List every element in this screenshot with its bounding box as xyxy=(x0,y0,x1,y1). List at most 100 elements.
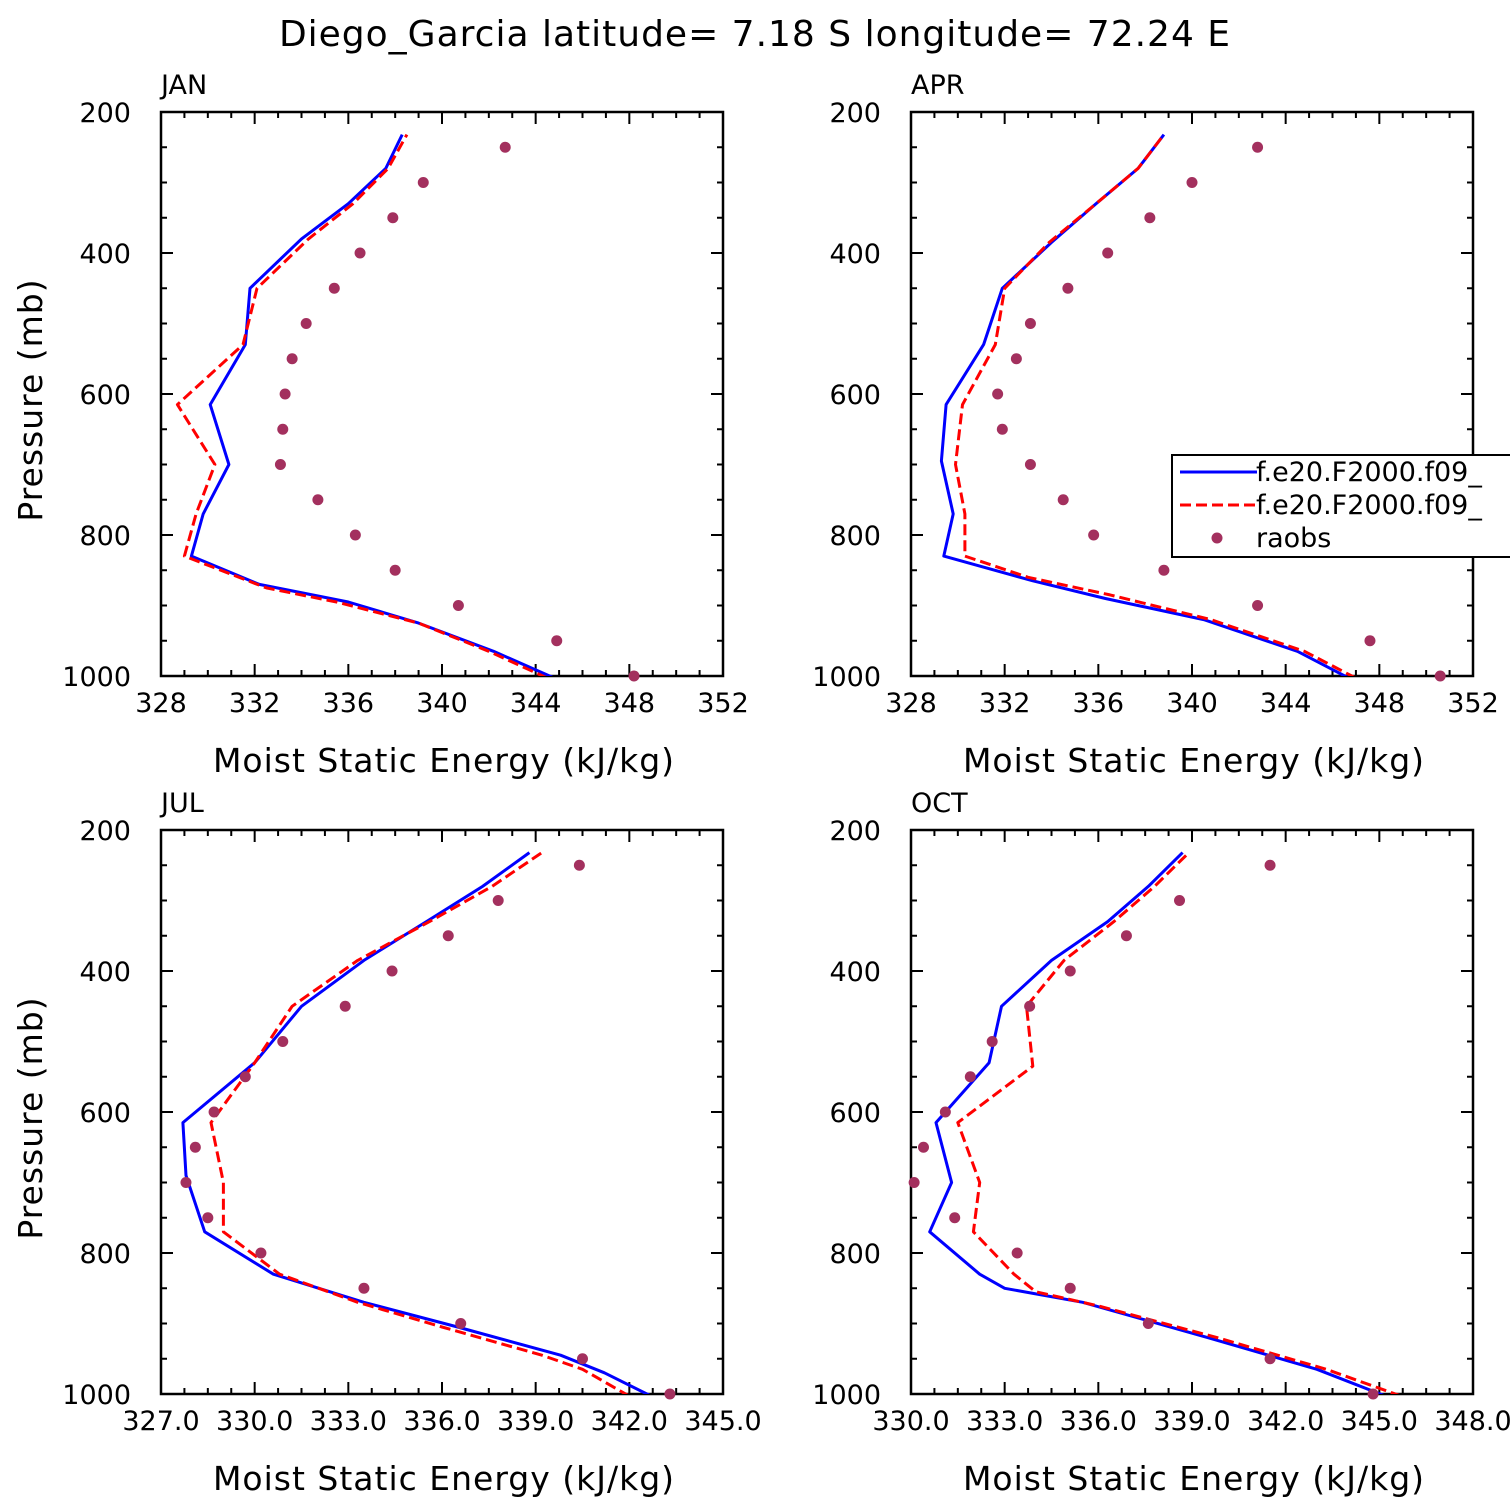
plot-frame xyxy=(909,828,1475,1396)
x-axis-label: Moist Static Energy (kJ/kg) xyxy=(213,741,675,780)
panel-jul: 327.0 330.0 333.0 336.0 339.0 342.0 345.0 200 40… xyxy=(11,788,762,1498)
x-tick-label: 340 xyxy=(416,688,468,719)
raobs-point xyxy=(417,177,429,188)
raobs-point xyxy=(1120,930,1132,942)
raobs-point xyxy=(312,494,324,506)
series-line-dashed xyxy=(175,133,547,676)
raobs-point xyxy=(992,388,1004,400)
raobs-point xyxy=(274,459,286,470)
x-axis-label: Moist Static Energy (kJ/kg) xyxy=(963,1459,1425,1498)
raobs-point xyxy=(964,1071,976,1083)
y-tick-label: 800 xyxy=(829,521,881,552)
raobs-point xyxy=(1024,318,1036,329)
y-tick-label: 400 xyxy=(829,239,881,270)
raobs-point xyxy=(189,1141,201,1153)
raobs-point xyxy=(1186,177,1198,188)
x-tick-label: 333.0 xyxy=(310,1406,387,1437)
raobs-point xyxy=(1264,1353,1276,1365)
y-tick-label: 600 xyxy=(79,380,131,411)
y-tick-label: 200 xyxy=(79,816,131,847)
raobs-point xyxy=(1144,212,1156,224)
raobs-point xyxy=(551,635,563,647)
x-tick-label: 344 xyxy=(1260,688,1312,719)
x-axis-label: Moist Static Energy (kJ/kg) xyxy=(213,1459,675,1498)
raobs-point xyxy=(917,1141,929,1153)
y-tick-label: 400 xyxy=(79,957,131,988)
raobs-point xyxy=(1174,895,1186,906)
x-tick-label: 332 xyxy=(979,688,1031,719)
y-tick-label: 200 xyxy=(829,816,881,847)
x-tick-label: 336.0 xyxy=(1060,1406,1137,1437)
legend-entry-label: f.e20.F2000.f09_ xyxy=(1256,457,1482,488)
raobs-point xyxy=(1062,282,1074,294)
raobs-point xyxy=(354,247,366,259)
panel-month-label: APR xyxy=(911,70,965,101)
x-tick-label: 332 xyxy=(229,688,281,719)
x-tick-label: 352 xyxy=(697,688,749,719)
y-tick-label: 600 xyxy=(829,1098,881,1129)
series-line-dashed xyxy=(956,851,1400,1394)
y-tick-label: 800 xyxy=(79,1239,131,1270)
x-tick-label: 336 xyxy=(323,688,375,719)
x-tick-label: 330.0 xyxy=(872,1406,949,1437)
raobs-point xyxy=(1024,1000,1036,1012)
panel-apr: 328 332 336 340 344 348 352 200 400 600 800 1000 APR… xyxy=(812,70,1498,780)
y-tick-label: 200 xyxy=(79,98,131,129)
raobs-point xyxy=(202,1212,214,1224)
raobs-point xyxy=(986,1036,998,1047)
raobs-point xyxy=(455,1318,467,1329)
raobs-point xyxy=(1434,670,1446,682)
raobs-point xyxy=(279,388,291,400)
raobs-point xyxy=(328,282,340,294)
raobs-point xyxy=(1142,1318,1154,1329)
legend-entry-label: f.e20.F2000.f09_ xyxy=(1256,490,1482,521)
plot-frame xyxy=(159,110,725,678)
x-tick-label: 330.0 xyxy=(216,1406,293,1437)
raobs-point xyxy=(1102,247,1114,259)
y-tick-label: 1000 xyxy=(62,662,131,693)
raobs-point xyxy=(180,1177,192,1188)
raobs-point xyxy=(1158,564,1170,576)
y-tick-label: 1000 xyxy=(62,1380,131,1411)
x-tick-label: 328 xyxy=(135,688,187,719)
panels: 328 332 336 340 344 348 352 200 400 600 800 1000 JAN… xyxy=(11,70,1510,1498)
raobs-point xyxy=(577,1353,588,1365)
y-tick-label: 200 xyxy=(829,98,881,129)
y-tick-label: 400 xyxy=(79,239,131,270)
legend: f.e20.F2000.f09_f.e20.F2000.f09_raobs xyxy=(1171,454,1510,558)
raobs-point xyxy=(358,1282,370,1294)
x-tick-label: 333.0 xyxy=(966,1406,1043,1437)
raobs-point xyxy=(286,353,298,365)
raobs-point xyxy=(277,423,289,435)
raobs-point xyxy=(939,1106,951,1118)
raobs-point xyxy=(277,1036,289,1047)
figure-title: Diego_Garcia latitude= 7.18 S longitude=… xyxy=(279,14,1231,55)
x-tick-label: 348 xyxy=(604,688,656,719)
panel-month-label: OCT xyxy=(911,788,968,819)
legend-entry-label: raobs xyxy=(1256,523,1331,554)
raobs-point xyxy=(1367,1388,1379,1400)
panel-month-label: JUL xyxy=(159,788,204,819)
raobs-point xyxy=(996,423,1008,435)
raobs-point xyxy=(499,141,511,153)
raobs-point xyxy=(389,564,401,576)
y-tick-label: 400 xyxy=(829,957,881,988)
series-line-dashed xyxy=(954,133,1356,676)
raobs-point xyxy=(573,859,585,871)
series-line-dashed xyxy=(209,851,629,1394)
raobs-point xyxy=(300,318,312,329)
y-tick-label: 600 xyxy=(829,380,881,411)
y-tick-label: 800 xyxy=(829,1239,881,1270)
raobs-point xyxy=(1010,353,1022,365)
y-tick-label: 1000 xyxy=(812,1380,881,1411)
series-line-solid xyxy=(189,133,554,676)
series-line-solid xyxy=(928,851,1385,1394)
raobs-point xyxy=(664,1388,676,1400)
x-tick-label: 328 xyxy=(885,688,937,719)
raobs-point xyxy=(1064,965,1076,977)
raobs-point xyxy=(1252,141,1264,153)
raobs-point xyxy=(208,1106,220,1118)
raobs-point xyxy=(255,1247,267,1259)
raobs-point xyxy=(349,529,361,541)
